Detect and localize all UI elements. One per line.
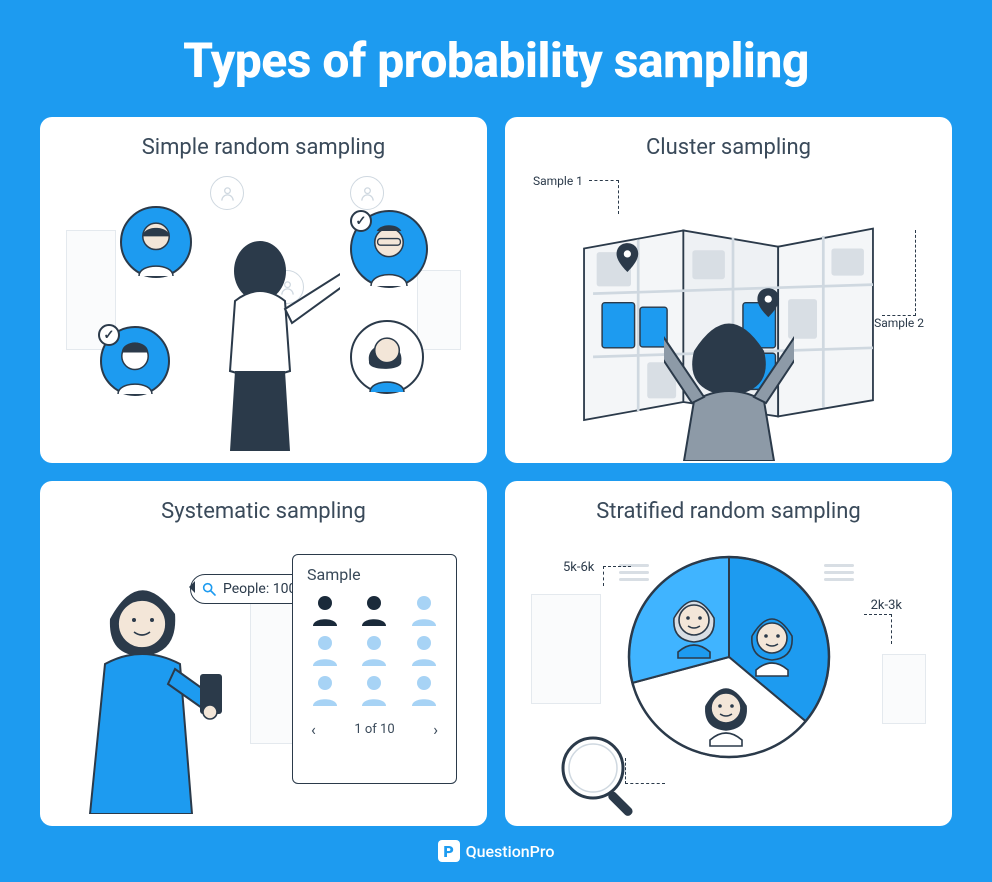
- person-holding-map-illustration: [664, 311, 794, 461]
- footer-brand: P QuestionPro: [40, 826, 952, 862]
- person-outline-icon: [350, 176, 384, 210]
- connector-line: [864, 614, 892, 644]
- card-title-stratified: Stratified random sampling: [525, 499, 932, 524]
- magnifying-glass-icon: [555, 730, 645, 820]
- person-icon: [360, 674, 388, 706]
- chevron-right-icon[interactable]: ›: [433, 720, 438, 739]
- map-illustration: [575, 200, 882, 451]
- pager: ‹ 1 of 10 ›: [307, 720, 442, 739]
- card-body-stratified: 5k-6k 2k-3k 3k-4k: [525, 534, 932, 815]
- main-title: Types of probability sampling: [40, 32, 952, 89]
- card-stratified: Stratified random sampling 5k-6k 2k-3k 3…: [505, 481, 952, 827]
- person-outline-icon: [210, 176, 244, 210]
- search-icon: [201, 581, 217, 597]
- stratified-pie: [624, 552, 834, 762]
- person-icon: [311, 594, 339, 626]
- sample-1-label: Sample 1: [533, 174, 583, 188]
- bubble-text: People: 100: [223, 581, 296, 597]
- person-icon: [410, 634, 438, 666]
- card-body-simple: ✓ ✓: [60, 170, 467, 451]
- bg-panel: [531, 594, 601, 704]
- person-pointing-illustration: [190, 231, 340, 451]
- person-icon: [410, 674, 438, 706]
- card-title-systematic: Systematic sampling: [60, 499, 467, 524]
- avatar-person-1: [120, 206, 192, 278]
- check-icon: ✓: [350, 210, 372, 232]
- card-cluster: Cluster sampling Sample 1 Sample 2: [505, 117, 952, 463]
- bg-panel: [882, 654, 926, 724]
- card-title-simple: Simple random sampling: [60, 135, 467, 160]
- person-icon: [360, 594, 388, 626]
- pager-text: 1 of 10: [354, 722, 394, 737]
- sample-box: Sample: [292, 554, 457, 784]
- card-grid: Simple random sampling: [40, 117, 952, 826]
- brand-logo-icon: P: [438, 840, 460, 862]
- infographic-container: Types of probability sampling Simple ran…: [0, 0, 992, 882]
- person-icon: [410, 594, 438, 626]
- brand-name: QuestionPro: [466, 842, 555, 861]
- person-icon: [311, 674, 339, 706]
- card-body-systematic: People: 100 Sample: [60, 534, 467, 815]
- avatar-person-4: [350, 320, 424, 394]
- card-systematic: Systematic sampling: [40, 481, 487, 827]
- people-grid: [307, 594, 442, 706]
- range-label-2k3k: 2k-3k: [871, 598, 902, 613]
- avatar-person-3: ✓: [100, 326, 170, 396]
- connector-line: [882, 230, 916, 316]
- range-label-5k6k: 5k-6k: [563, 560, 594, 575]
- card-simple-random: Simple random sampling: [40, 117, 487, 463]
- person-icon: [311, 634, 339, 666]
- check-icon: ✓: [98, 324, 120, 346]
- sample-box-title: Sample: [307, 565, 442, 584]
- avatar-person-2: ✓: [350, 210, 428, 288]
- card-title-cluster: Cluster sampling: [525, 135, 932, 160]
- card-body-cluster: Sample 1 Sample 2: [525, 170, 932, 451]
- chevron-left-icon[interactable]: ‹: [311, 720, 316, 739]
- person-icon: [360, 634, 388, 666]
